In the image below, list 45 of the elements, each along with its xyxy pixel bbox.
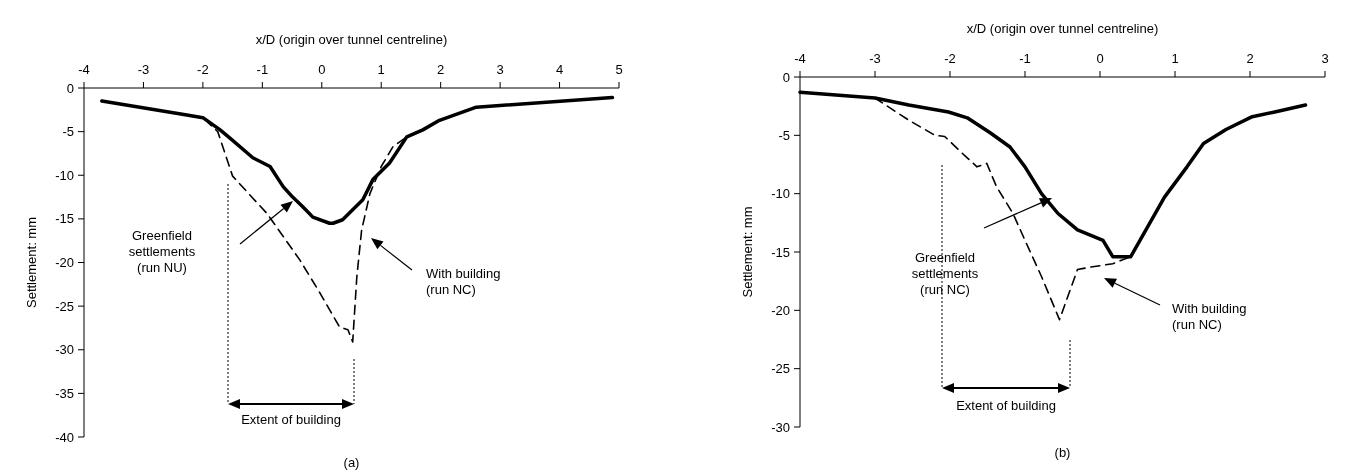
x-tick-label: 3	[496, 62, 504, 77]
x-tick-label: -1	[256, 62, 269, 77]
y-tick-label: -10	[771, 186, 790, 202]
x-tick-label: 2	[437, 62, 445, 77]
x-tick-label: 5	[615, 62, 623, 77]
x-tick-label: 1	[1171, 51, 1179, 66]
x-tick-label: -3	[137, 62, 150, 77]
y-tick-label: -10	[55, 167, 74, 183]
y-tick-label: -5	[62, 124, 74, 140]
y-tick-label: -25	[771, 361, 790, 377]
x-tick-label: 1	[377, 62, 385, 77]
y-tick-label: -35	[55, 385, 74, 401]
y-tick-label: -15	[771, 244, 790, 260]
y-tick-label: -30	[771, 419, 790, 435]
y-tick-label: 0	[66, 80, 74, 96]
x-tick-label: 3	[1321, 51, 1329, 66]
x-axis-title: x/D (origin over tunnel centreline)	[966, 21, 1159, 36]
annotation: With building (run NC)	[426, 266, 501, 297]
annotation: With building (run NC)	[1172, 301, 1247, 332]
y-axis-title: Settlement: mm	[740, 206, 755, 298]
annotation: Extent of building	[241, 412, 341, 427]
x-tick-label: 2	[1246, 51, 1254, 66]
x-tick-label: 0	[318, 62, 326, 77]
annotation: Greenfield settlements (run NU)	[128, 228, 196, 275]
annotation: Greenfield settlements (run NC)	[911, 250, 979, 297]
y-tick-label: -5	[778, 127, 790, 143]
annotation: Extent of building	[956, 398, 1056, 413]
y-tick-label: -40	[55, 429, 74, 445]
y-tick-label: -20	[771, 302, 790, 318]
x-tick-label: 0	[1096, 51, 1104, 66]
x-axis-title: x/D (origin over tunnel centreline)	[255, 32, 448, 47]
x-tick-label: -1	[1019, 51, 1031, 66]
x-tick-label: -2	[197, 62, 209, 77]
x-tick-label: 4	[555, 62, 564, 77]
y-axis-title: Settlement: mm	[24, 216, 39, 309]
text: (a)	[343, 455, 360, 470]
y-tick-label: -15	[55, 211, 74, 227]
x-tick-label: -3	[869, 51, 881, 66]
x-tick-label: -4	[78, 62, 90, 77]
y-tick-label: -25	[55, 298, 74, 314]
x-tick-label: -4	[794, 51, 806, 66]
text: (b)	[1054, 445, 1071, 460]
y-tick-label: -30	[55, 342, 74, 358]
y-tick-label: -20	[55, 255, 74, 271]
x-tick-label: -2	[944, 51, 956, 66]
